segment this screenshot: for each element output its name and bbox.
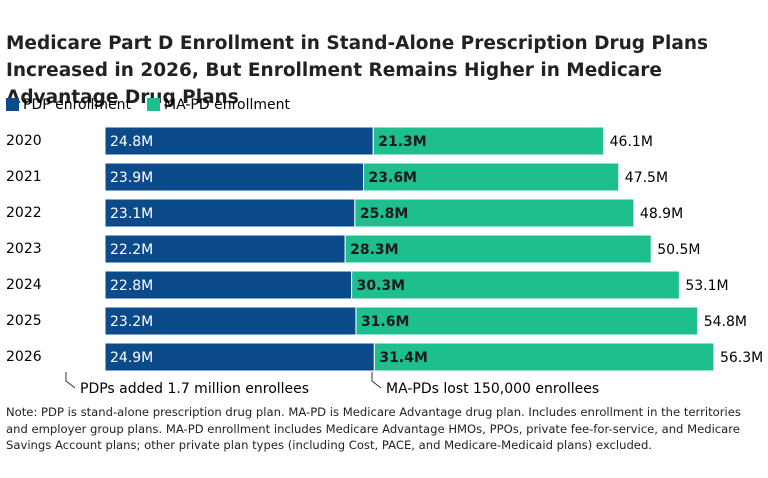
bar-segment bbox=[104, 126, 374, 156]
bar-segment bbox=[363, 162, 620, 192]
y-tick-label: 2022 bbox=[6, 205, 42, 221]
legend-label: MA-PD enrollment bbox=[164, 97, 290, 113]
bar-segment bbox=[355, 306, 699, 336]
value-label: 22.8M bbox=[110, 278, 153, 294]
bar-segment bbox=[104, 342, 375, 372]
value-label: 23.6M bbox=[369, 170, 417, 186]
bar-segment bbox=[104, 306, 357, 336]
legend-swatch bbox=[147, 98, 161, 111]
value-label: 28.3M bbox=[350, 242, 398, 258]
bar-segment bbox=[354, 198, 635, 228]
value-label: 22.2M bbox=[110, 242, 153, 258]
y-tick-label: 2025 bbox=[6, 313, 42, 329]
chart: PDPs added 1.7 million enrollees MA-PDs … bbox=[6, 97, 763, 397]
bar-segment bbox=[344, 234, 652, 264]
bar-segment bbox=[104, 198, 356, 228]
value-label: 23.1M bbox=[110, 206, 153, 222]
annotation-leader bbox=[371, 372, 382, 389]
bar-segment bbox=[104, 234, 346, 264]
bar-segment bbox=[372, 126, 605, 156]
legend-swatch bbox=[6, 98, 19, 111]
value-label: 24.9M bbox=[110, 350, 153, 366]
y-tick-label: 2020 bbox=[6, 133, 42, 149]
value-label: 23.2M bbox=[110, 314, 153, 330]
value-label: 31.6M bbox=[361, 314, 409, 330]
value-label: 31.4M bbox=[379, 350, 427, 366]
total-label: 46.1M bbox=[610, 134, 653, 150]
total-label: 56.3M bbox=[720, 350, 763, 366]
annotation-leader bbox=[65, 372, 76, 389]
bar-segment bbox=[104, 162, 365, 192]
y-tick-label: 2024 bbox=[6, 277, 42, 293]
y-tick-label: 2021 bbox=[6, 169, 42, 185]
value-label: 25.8M bbox=[360, 206, 408, 222]
value-label: 23.9M bbox=[110, 170, 153, 186]
annotation: PDPs added 1.7 million enrollees bbox=[80, 381, 309, 397]
bar-segment bbox=[373, 342, 715, 372]
note: Note: PDP is stand-alone prescription dr… bbox=[6, 405, 741, 452]
total-label: 53.1M bbox=[685, 278, 728, 294]
y-tick-label: 2026 bbox=[6, 349, 42, 365]
value-label: 30.3M bbox=[357, 278, 405, 294]
total-label: 50.5M bbox=[657, 242, 700, 258]
total-label: 48.9M bbox=[640, 206, 683, 222]
annotation: MA-PDs lost 150,000 enrollees bbox=[386, 381, 599, 397]
total-label: 54.8M bbox=[704, 314, 747, 330]
chart-title: Medicare Part D Enrollment in Stand-Alon… bbox=[6, 33, 708, 108]
bar-segment bbox=[351, 270, 680, 300]
y-tick-label: 2023 bbox=[6, 241, 42, 257]
total-label: 47.5M bbox=[625, 170, 668, 186]
bar-segment bbox=[104, 270, 353, 300]
value-label: 21.3M bbox=[378, 134, 426, 150]
value-label: 24.8M bbox=[110, 134, 153, 150]
legend-label: PDP enrollment bbox=[23, 97, 132, 113]
